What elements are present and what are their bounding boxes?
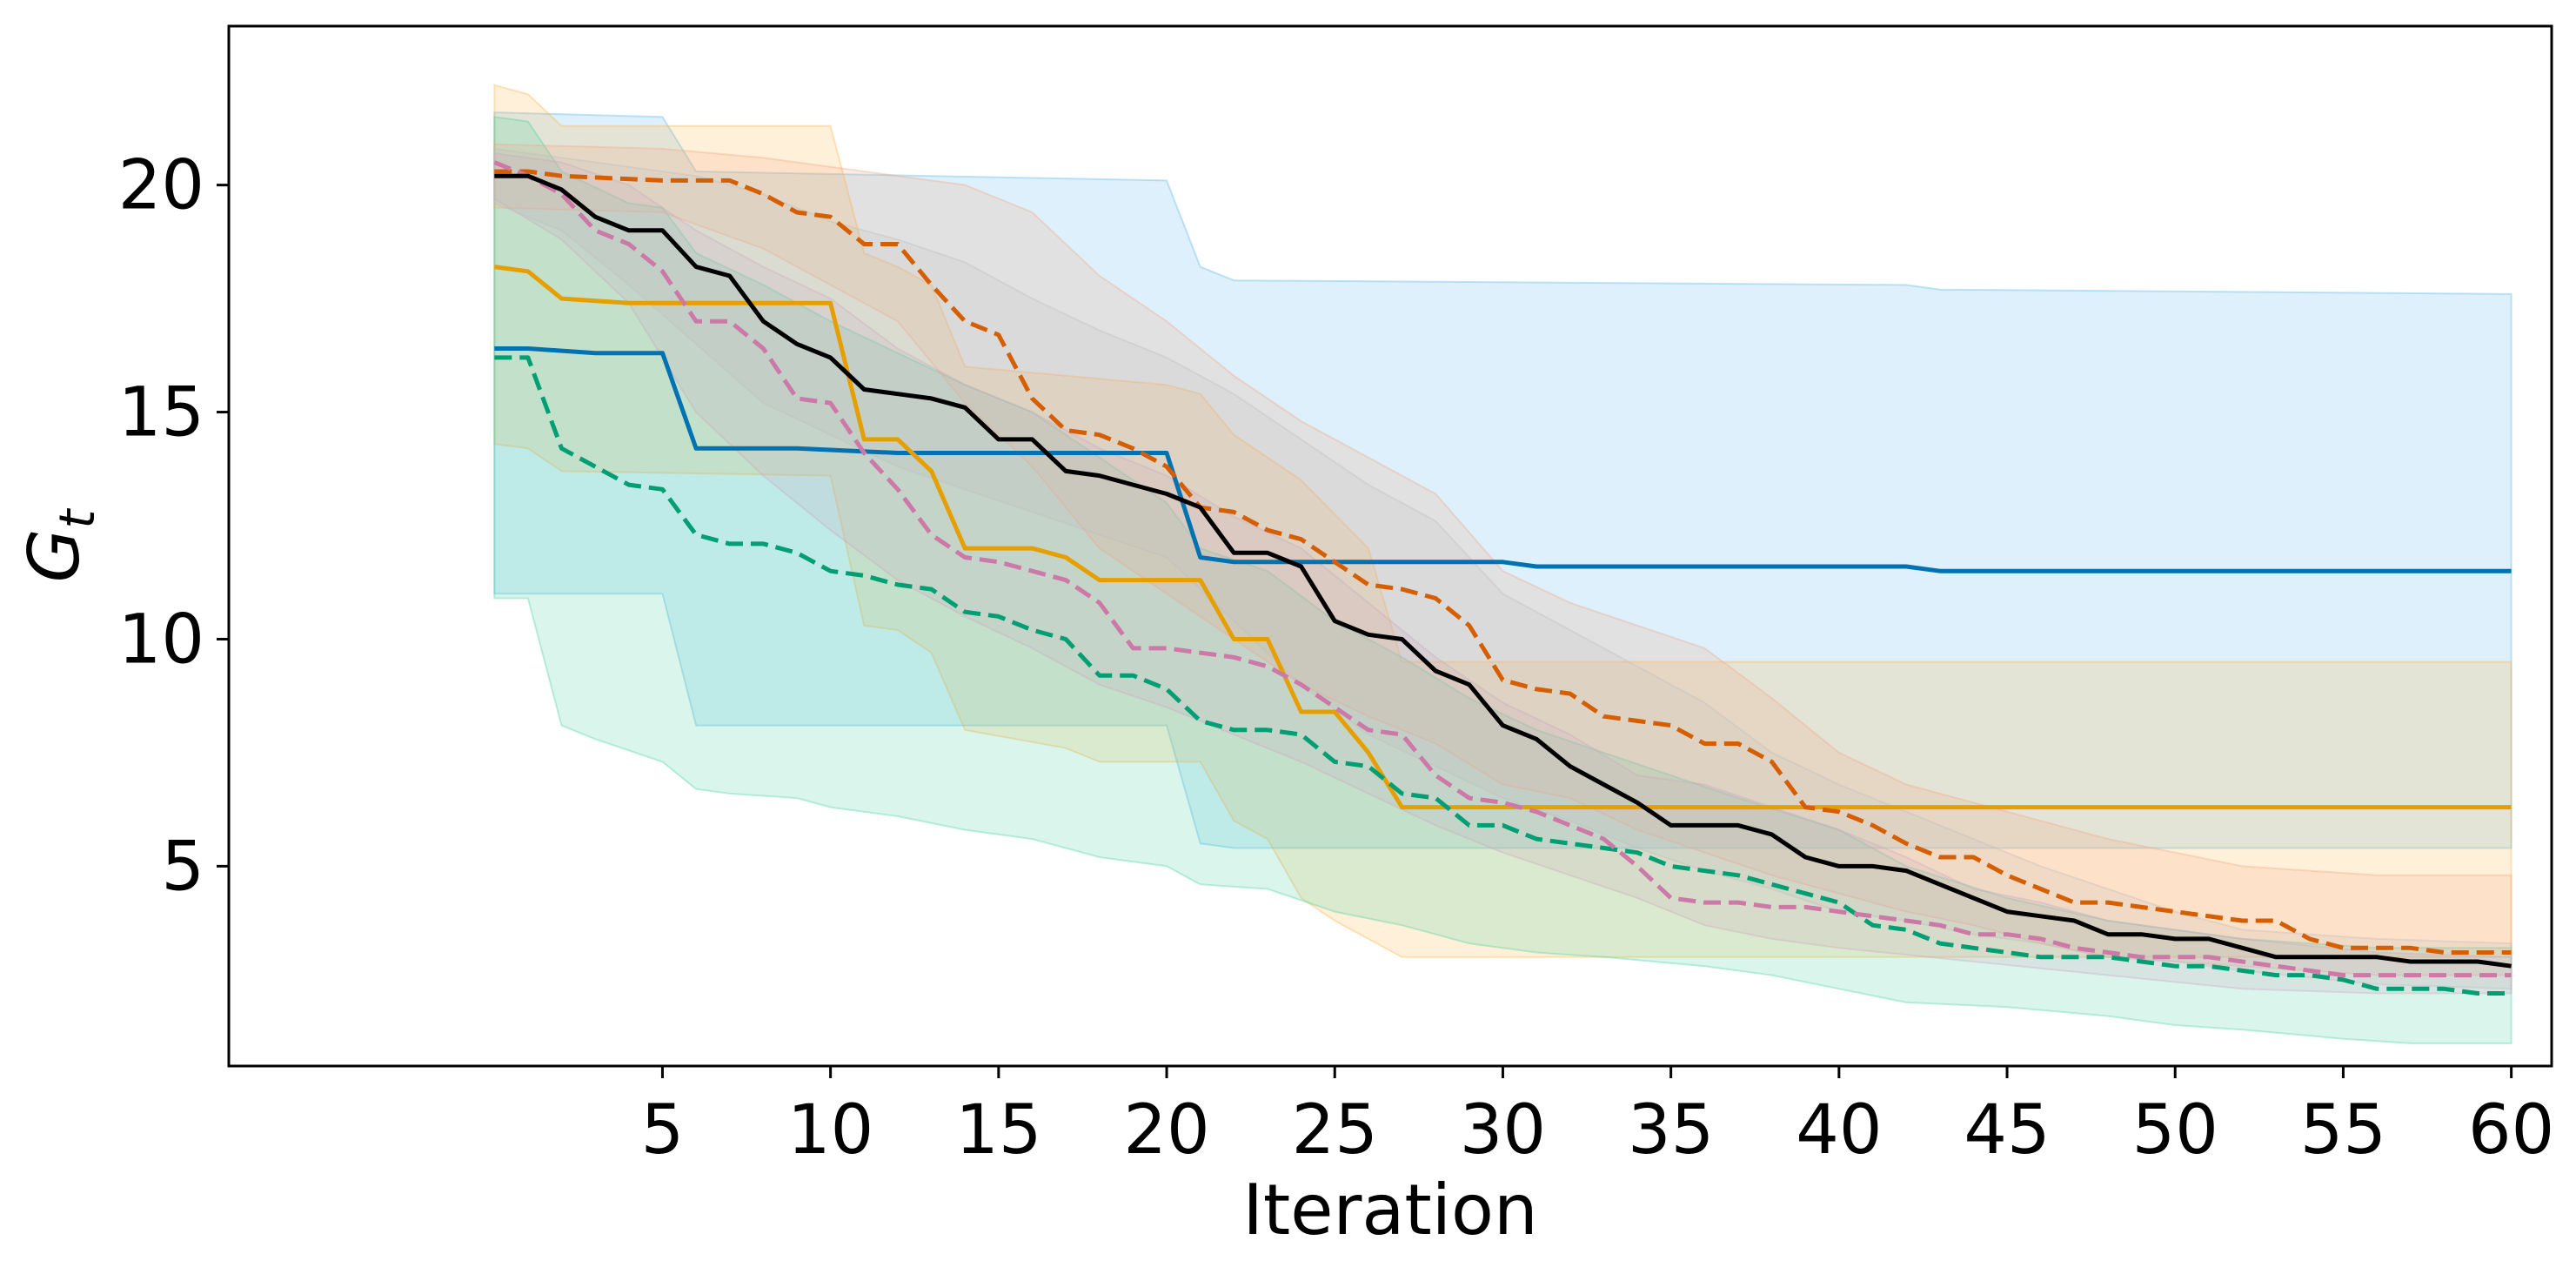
line-blue-solid xyxy=(494,346,2512,573)
series-lines xyxy=(493,160,2512,996)
y-tick-label: 5 xyxy=(161,828,204,906)
x-tick-label: 45 xyxy=(1964,1091,2050,1170)
y-tick-label: 20 xyxy=(118,147,204,225)
line-vermillion-dashed xyxy=(494,169,2512,955)
x-axis-ticks: 5 10 15 20 25 30 35 40 45 50 55 60 xyxy=(641,1066,2554,1170)
x-tick-label: 20 xyxy=(1123,1091,1209,1170)
band-vermillion-dashed xyxy=(493,143,2512,976)
x-tick-label: 30 xyxy=(1460,1091,1546,1170)
line-green-dashed xyxy=(494,355,2512,996)
line-black-solid xyxy=(494,173,2512,969)
y-axis-ticks: 5 10 15 20 xyxy=(118,147,229,906)
x-tick-label: 10 xyxy=(787,1091,873,1170)
x-tick-label: 35 xyxy=(1628,1091,1714,1170)
x-tick-label: 50 xyxy=(2132,1091,2218,1170)
band-orange-solid xyxy=(493,84,2512,958)
plot-frame xyxy=(227,24,2553,1068)
y-tick-label: 10 xyxy=(118,600,204,679)
x-tick-label: 55 xyxy=(2300,1091,2386,1170)
x-tick-label: 5 xyxy=(641,1091,685,1170)
band-blue-solid xyxy=(493,111,2512,849)
x-axis-label: Iteration xyxy=(1242,1170,1537,1251)
y-tick-label: 15 xyxy=(118,374,204,453)
y-axis-label-subscript: t xyxy=(50,507,106,528)
band-black-solid xyxy=(493,147,2512,990)
y-axis-label: Gt xyxy=(14,507,106,582)
y-axis-label-main: G xyxy=(14,528,95,582)
line-pink-dashed xyxy=(493,160,2512,978)
x-tick-label: 25 xyxy=(1292,1091,1378,1170)
x-tick-label: 60 xyxy=(2468,1091,2554,1170)
x-tick-label: 15 xyxy=(955,1091,1041,1170)
x-tick-label: 40 xyxy=(1796,1091,1882,1170)
line-orange-solid xyxy=(493,265,2512,810)
band-green-dashed xyxy=(493,116,2512,1044)
